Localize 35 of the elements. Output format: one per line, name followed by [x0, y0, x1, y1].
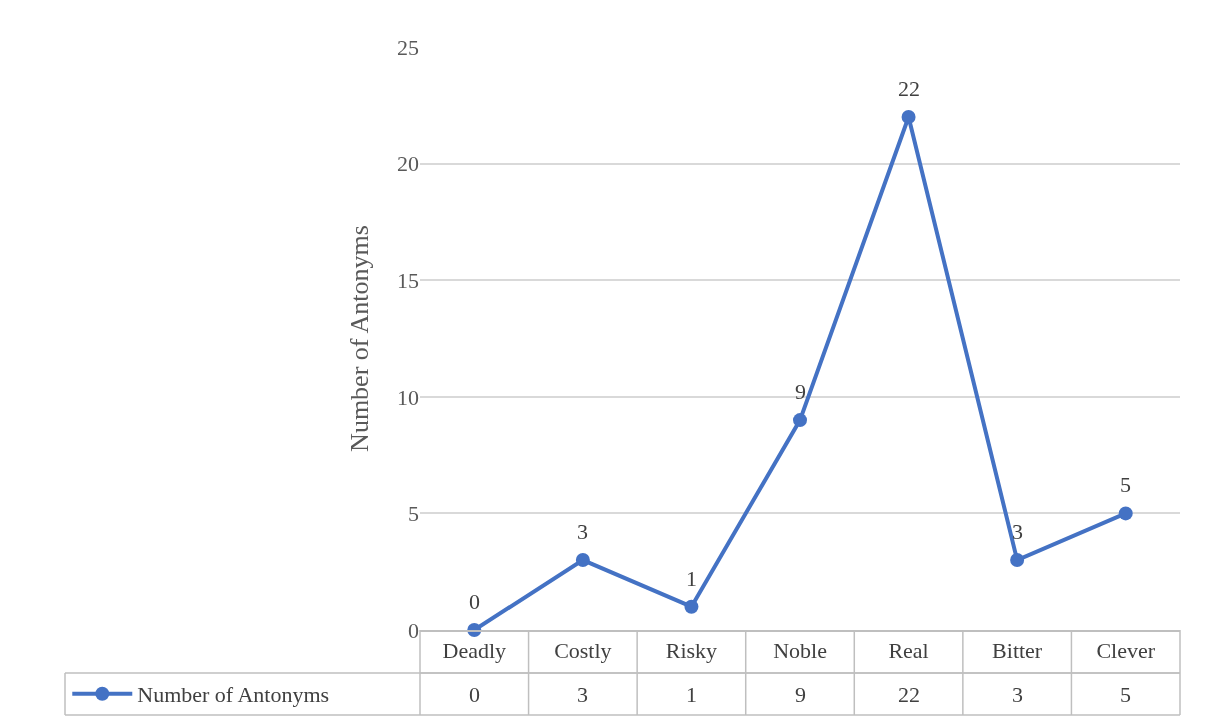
x-tick-label: Clever	[1096, 638, 1156, 664]
point	[1118, 506, 1133, 521]
text: 9	[795, 682, 806, 707]
x-tick-label: Real	[888, 638, 929, 664]
data-label: 9	[795, 379, 806, 404]
data-label: 1	[686, 566, 697, 591]
text: 3	[1012, 682, 1023, 707]
x-tick-label: Deadly	[442, 638, 507, 664]
point	[684, 599, 699, 614]
point	[1010, 553, 1025, 568]
y-tick-label: 20	[397, 151, 419, 177]
text: 1	[686, 682, 697, 707]
x-tick-label: Noble	[773, 638, 827, 664]
y-tick-label: 15	[397, 267, 419, 293]
y-axis-title: Number of Antonyms	[345, 225, 375, 452]
text: 22	[898, 682, 920, 707]
data-label: 3	[577, 519, 588, 544]
y-tick-label: 0	[408, 617, 419, 643]
point	[793, 413, 807, 428]
data-label: 3	[1012, 519, 1023, 544]
text: 3	[577, 682, 588, 707]
y-tick-label: 25	[397, 34, 419, 60]
x-tick-label: Risky	[665, 638, 718, 664]
point	[575, 553, 590, 568]
data-label: 0	[469, 589, 480, 614]
text: 5	[1120, 682, 1131, 707]
data-label: 22	[898, 76, 920, 101]
y-tick-label: 5	[408, 501, 419, 527]
text: 0	[469, 682, 480, 707]
point	[901, 109, 916, 124]
x-tick-label: Costly	[554, 638, 612, 664]
legend-label: Number of Antonyms	[137, 682, 330, 708]
y-tick-label: 10	[397, 384, 419, 410]
x-tick-label: Bitter	[992, 638, 1043, 664]
data-label: 5	[1120, 472, 1131, 497]
